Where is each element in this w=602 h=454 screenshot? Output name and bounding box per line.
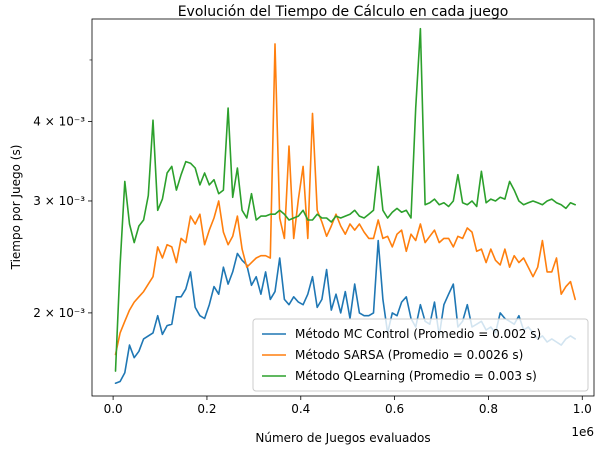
legend-box (252, 318, 589, 392)
x-tick-label: 0.8 (479, 402, 498, 416)
y-tick-label: 3 × 10⁻³ (33, 194, 85, 208)
x-tick-label: 1.0 (573, 402, 592, 416)
series-line-2 (114, 27, 577, 372)
legend: Método MC Control (Promedio = 0.002 s) Mé… (252, 318, 589, 392)
y-tick-label: 4 × 10⁻³ (33, 115, 85, 129)
legend-label-0: Método MC Control (Promedio = 0.002 s) (295, 327, 541, 341)
x-tick-label: 0.0 (104, 402, 123, 416)
chart-title: Evolución del Tiempo de Cálculo en cada … (178, 4, 509, 20)
plot-frame (91, 18, 595, 397)
y-tick-label: 2 × 10⁻³ (33, 306, 85, 320)
axis-ticks: 0.0 0.2 0.4 0.6 0.8 1.0 2 × 10⁻³ 3 × 10⁻³ 4 × 10… (33, 59, 592, 416)
x-axis-label: Número de Juegos evaluados (255, 431, 430, 445)
x-tick-label: 0.2 (197, 402, 216, 416)
x-tick-label: 0.4 (291, 402, 310, 416)
legend-label-1: Método SARSA (Promedio = 0.0026 s) (295, 348, 523, 362)
x-tick-label: 0.6 (385, 402, 404, 416)
legend-label-2: Método QLearning (Promedio = 0.003 s) (295, 369, 537, 383)
x-axis-offset-label: 1e6 (571, 425, 594, 439)
y-axis-label: Tiempo por Juego (s) (9, 145, 23, 271)
series-line-1 (114, 43, 577, 356)
